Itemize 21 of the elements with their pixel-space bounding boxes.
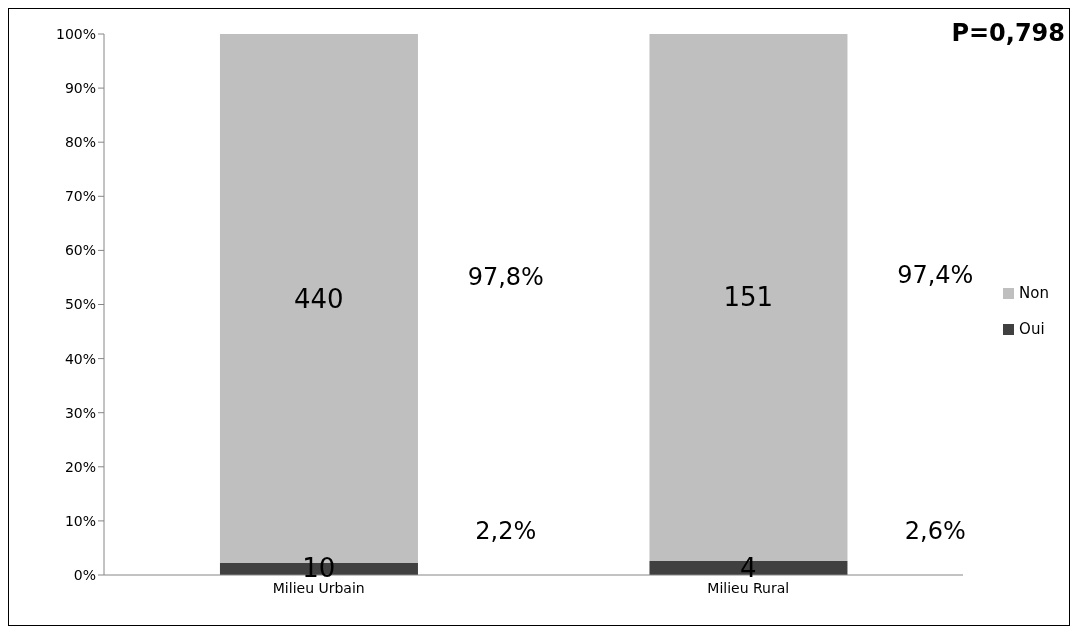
y-tick-label: 20% (64, 458, 96, 475)
annotation: 97,4% (897, 261, 974, 290)
annotation: 2,2% (475, 517, 537, 545)
y-tick-label: 100% (55, 25, 96, 42)
y-tick-label: 60% (64, 242, 96, 259)
annotation: 2,6% (904, 517, 966, 545)
y-tick-label: 70% (64, 188, 96, 205)
y-tick-label: 10% (64, 512, 96, 529)
y-tick-label: 50% (64, 296, 96, 313)
annotation: P=0,798 (951, 19, 1065, 47)
legend-label: Oui (1019, 320, 1045, 338)
y-tick-label: 0% (73, 566, 96, 583)
legend-label: Non (1019, 284, 1049, 302)
annotation: 151 (723, 282, 774, 313)
y-tick-label: 80% (64, 134, 96, 151)
x-tick-label: Milieu Urbain (272, 579, 365, 596)
y-tick-label: 30% (64, 404, 96, 421)
y-tick-label: 40% (64, 350, 96, 367)
annotation: 440 (293, 283, 344, 314)
annotation: 97,8% (467, 262, 544, 291)
y-tick-label: 90% (64, 80, 96, 97)
